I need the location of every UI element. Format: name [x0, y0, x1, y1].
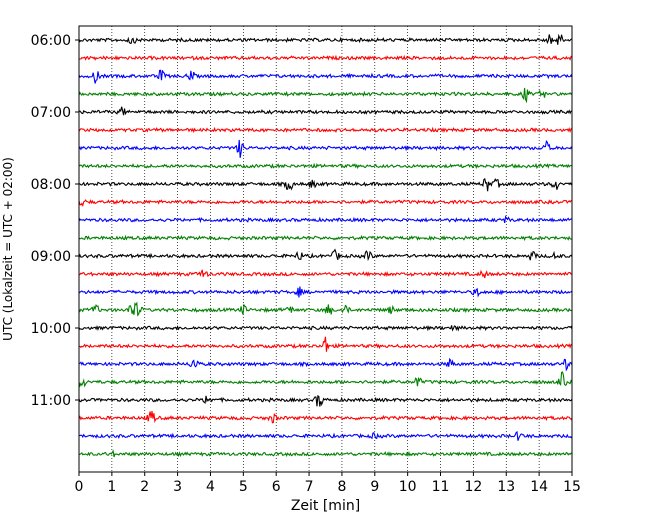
vertical-gridlines [111, 26, 540, 472]
y-axis-label: UTC (Lokalzeit = UTC + 02:00) [1, 157, 15, 341]
trace-1145 [78, 449, 573, 458]
x-tick-label-4: 4 [206, 479, 215, 495]
x-tick-label-8: 8 [337, 479, 346, 495]
y-tick-label-3: 09:00 [31, 249, 71, 265]
y-axis-ticks: 06:00 07:00 08:00 09:00 10:00 11:00 [31, 33, 79, 409]
trace-0900 [78, 248, 573, 262]
trace-0915 [78, 269, 573, 279]
x-tick-label-14: 14 [530, 479, 548, 495]
y-tick-label-1: 07:00 [31, 105, 71, 121]
x-tick-label-9: 9 [370, 479, 379, 495]
x-tick-label-7: 7 [305, 479, 314, 495]
x-tick-label-11: 11 [432, 479, 450, 495]
y-tick-label-2: 08:00 [31, 177, 71, 193]
trace-0930 [78, 286, 573, 298]
trace-0615 [78, 54, 573, 61]
trace-0800 [78, 177, 573, 192]
plot-frame [78, 25, 573, 473]
trace-1045 [78, 371, 573, 388]
x-tick-label-2: 2 [140, 479, 149, 495]
trace-1000 [78, 325, 573, 332]
trace-1130 [78, 430, 573, 441]
trace-1015 [78, 336, 573, 352]
x-axis-label: Zeit [min] [291, 498, 360, 514]
x-tick-label-5: 5 [239, 479, 248, 495]
trace-0645 [78, 87, 573, 104]
trace-0630 [78, 69, 573, 84]
x-tick-label-1: 1 [107, 479, 116, 495]
trace-0815 [78, 198, 573, 208]
trace-group [78, 33, 573, 458]
trace-0600 [78, 33, 573, 45]
x-tick-label-10: 10 [399, 479, 417, 495]
y-tick-label-0: 06:00 [31, 33, 71, 49]
x-axis-ticks: 0 1 2 3 4 5 6 7 8 9 10 11 12 13 14 15 [75, 472, 581, 495]
x-tick-label-13: 13 [497, 479, 515, 495]
trace-0715 [78, 126, 573, 134]
trace-1100 [78, 394, 573, 407]
trace-0730 [78, 139, 573, 158]
trace-0830 [78, 215, 573, 224]
trace-1030 [78, 357, 573, 372]
trace-0745 [78, 162, 573, 170]
x-tick-label-3: 3 [173, 479, 182, 495]
x-tick-label-15: 15 [563, 479, 581, 495]
x-tick-label-6: 6 [272, 479, 281, 495]
y-tick-label-4: 10:00 [31, 321, 71, 337]
trace-0945 [78, 301, 573, 317]
y-tick-label-5: 11:00 [31, 393, 71, 409]
x-tick-label-12: 12 [464, 479, 482, 495]
trace-0845 [78, 234, 573, 242]
trace-1115 [78, 411, 573, 424]
x-tick-label-0: 0 [75, 479, 84, 495]
trace-0700 [78, 106, 572, 116]
